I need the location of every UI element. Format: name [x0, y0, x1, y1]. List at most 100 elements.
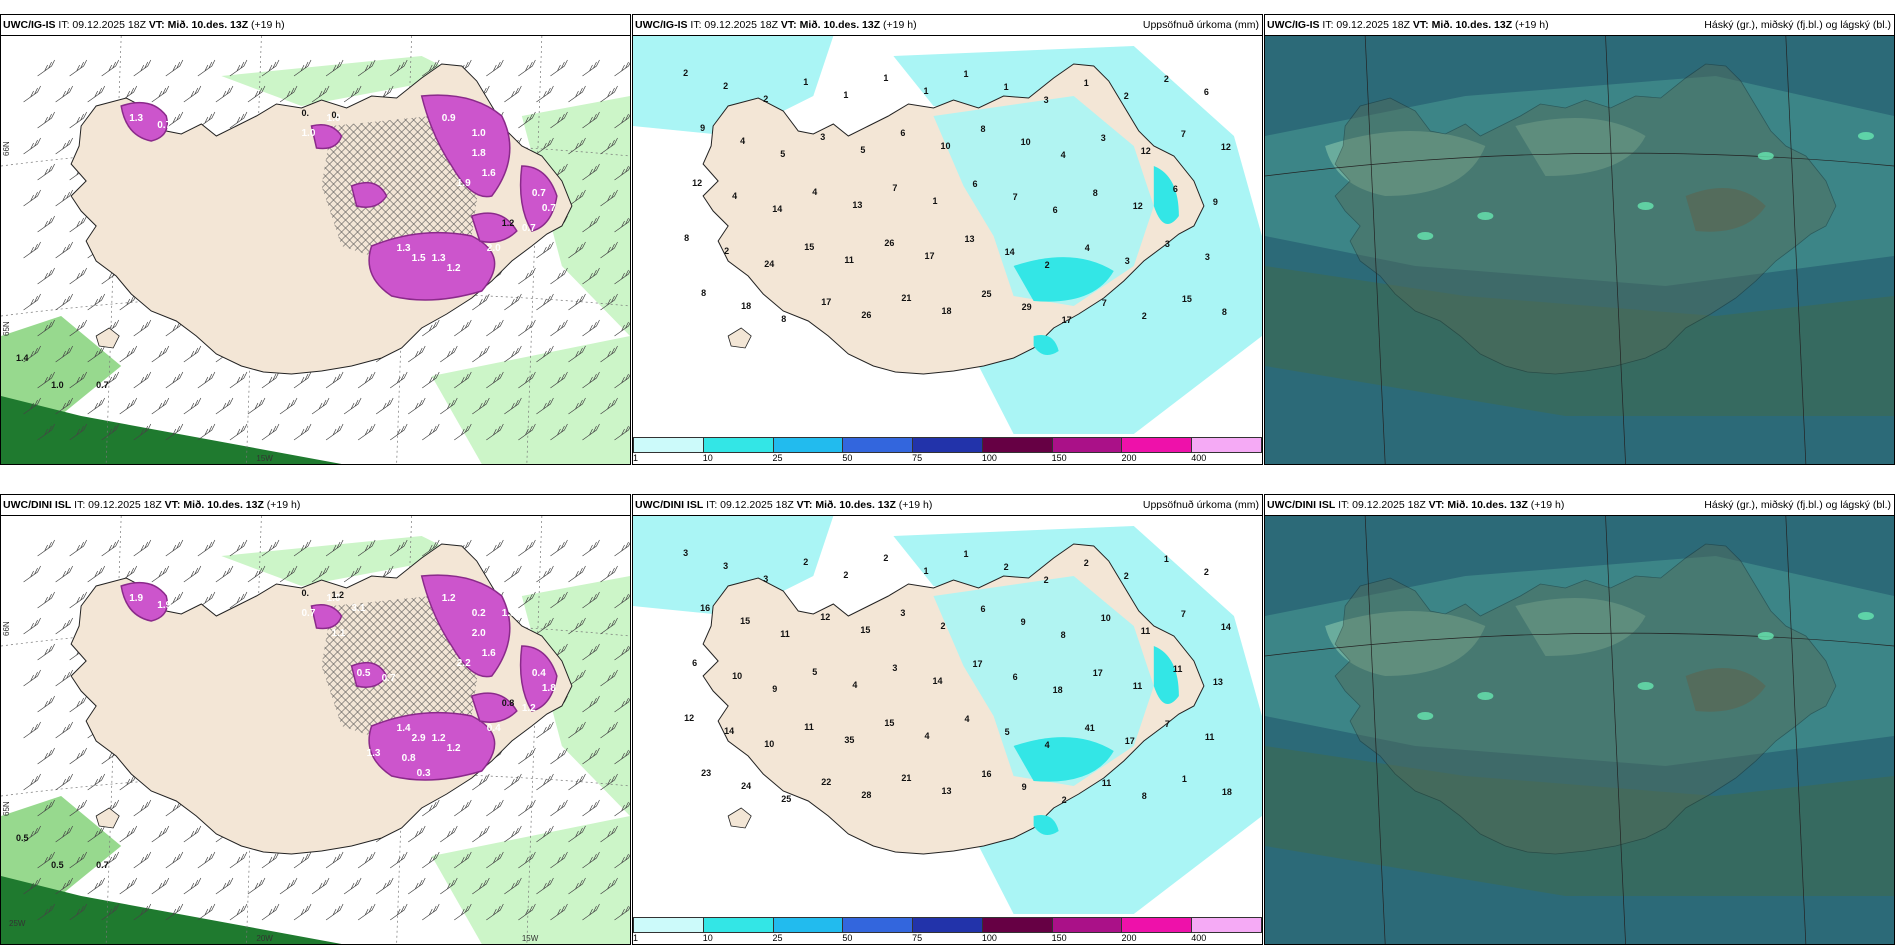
wind-barb [518, 591, 536, 609]
wind-barb [133, 423, 152, 441]
color-bar-tick: 400 [1191, 453, 1207, 463]
wind-barb [486, 903, 504, 921]
wind-barb [389, 371, 408, 389]
snowfall-value-label: 1.8 [542, 683, 556, 694]
wind-barb [261, 539, 280, 557]
map-area[interactable] [1265, 36, 1894, 464]
wind-barb [357, 903, 376, 921]
precip-value-label: 11 [1141, 626, 1151, 636]
wind-barb [536, 825, 554, 843]
wind-barb [582, 267, 600, 285]
snowfall-value-label: 0. [301, 588, 309, 598]
wind-barb [600, 241, 618, 259]
wind-barb [101, 851, 120, 869]
wind-barb [55, 565, 73, 583]
snowfall-value-label: 0.3 [417, 768, 431, 779]
snowfall-value-label: 2.2 [457, 658, 471, 669]
snowfall-blob [350, 661, 388, 688]
wind-barb [229, 423, 248, 441]
wind-barb [87, 565, 106, 583]
precip-value-label: 14 [1005, 247, 1015, 257]
wind-barb [614, 165, 630, 181]
snowfall-areas [120, 94, 558, 301]
wind-barb [325, 423, 344, 441]
precip-value-label: 6 [1053, 205, 1058, 215]
high-cloud-spot [1477, 692, 1494, 700]
precip-value-label: 14 [932, 676, 942, 686]
wind-barb [293, 539, 312, 557]
map-area[interactable]: 1.9 1.9 0.7 1.0 1.2 0.2 2.0 1.6 2.2 1.4 2.9 1.2 1.2 0… [1, 516, 630, 944]
precip-value-label: 4 [1061, 150, 1066, 160]
wind-barb [422, 59, 440, 77]
color-bar-tick: 1 [633, 933, 639, 943]
map-area[interactable]: 3 3 3 2 2 2 1 1 2 2 2 2 1 2 16 15 11 12 15 3 2 6 9 8 10 11 7 14 6 10 9… [633, 516, 1262, 914]
precip-value-label: 21 [901, 773, 911, 783]
snowfall-value-label: 0.7 [522, 223, 536, 234]
longitude-line [1605, 516, 1626, 944]
wind-barb [614, 113, 630, 129]
wind-barb [325, 851, 344, 869]
wind-barb [215, 877, 234, 895]
precip-value-label: 1 [1164, 554, 1169, 564]
precip-value-label: 13 [941, 786, 951, 796]
wind-barb [486, 319, 504, 337]
wind-barb [422, 423, 440, 441]
snowfall-value-label: 0.8 [502, 698, 515, 708]
color-bar-swatch [842, 917, 914, 933]
precip-value-label: 41 [1085, 723, 1095, 733]
wind-barb [55, 293, 73, 311]
wind-barb [486, 539, 504, 557]
precip-value-label: 26 [861, 310, 871, 320]
color-bar-swatch [1121, 437, 1193, 453]
precip-over-land [933, 576, 1179, 835]
wind-barb [183, 825, 202, 843]
precip-value-label: 11 [1173, 664, 1183, 674]
wind-barb [518, 851, 536, 869]
precip-value-label: 18 [1053, 685, 1063, 695]
wind-barb [600, 397, 618, 415]
valid-time: VT: Mið. 10.des. 13Z [148, 19, 249, 31]
wind-barb [87, 773, 106, 791]
wind-barb [23, 241, 41, 259]
valid-time: VT: Mið. 10.des. 13Z [796, 499, 896, 511]
island [95, 807, 120, 829]
snowfall-value-label: 0.5 [357, 668, 371, 679]
init-time: IT: 09.12.2025 18Z [74, 499, 162, 511]
wind-barb [293, 371, 312, 389]
wind-barb [69, 539, 87, 557]
wind-barb [472, 397, 490, 415]
wind-barb [325, 371, 344, 389]
precip-area [653, 536, 774, 596]
wind-barb [582, 851, 600, 869]
wind-barb [229, 591, 248, 609]
precip-value-label: 4 [1045, 740, 1050, 750]
panel-title: Uppsöfnuð úrkoma (mm) [1142, 499, 1259, 511]
graticule [1265, 516, 1894, 944]
map-panel-dini-snow: UWC/DINI ISL IT: 09.12.2025 18Z VT: Mið.… [0, 494, 631, 945]
precip-value-label: 9 [700, 123, 705, 133]
panel-header: UWC/DINI ISL IT: 09.12.2025 18Z VT: Mið.… [1, 495, 630, 516]
map-area[interactable] [1265, 516, 1894, 944]
map-area[interactable]: 2 2 2 1 1 1 1 1 1 3 1 2 2 6 9 4 5 3 5 6 10 8 10 4 3 12 7 12 12 4 14 4 13… [633, 36, 1262, 434]
precip-value-label: 5 [812, 667, 817, 677]
wind-barb [23, 617, 41, 635]
precip-value-label: 3 [892, 663, 897, 673]
map-area[interactable]: 1.3 0.7 1.0 1.0 0.9 1.0 1.8 1.6 1.9 1.3 1.5 1.3 1.2 2… [1, 36, 630, 464]
wind-barb [261, 851, 280, 869]
wind-barb [472, 345, 490, 363]
snowfall-blob [519, 645, 558, 712]
snowfall-value-label: 1.2 [522, 703, 536, 714]
latitude-label: 66N [2, 141, 11, 156]
snowfall-value-label: 1.2 [442, 593, 456, 604]
snowfall-blob [420, 574, 511, 678]
precip-value-label: 8 [1093, 188, 1098, 198]
wind-barb [357, 851, 376, 869]
iceland-outline [1334, 543, 1837, 855]
precip-value-label: 7 [892, 183, 897, 193]
color-bar-swatch [702, 917, 774, 933]
precip-value-label: 17 [973, 659, 983, 669]
precip-value-label: 10 [940, 141, 950, 151]
color-bar-tick: 400 [1191, 933, 1207, 943]
precip-value-label: 18 [741, 301, 751, 311]
wind-barb [37, 111, 55, 129]
